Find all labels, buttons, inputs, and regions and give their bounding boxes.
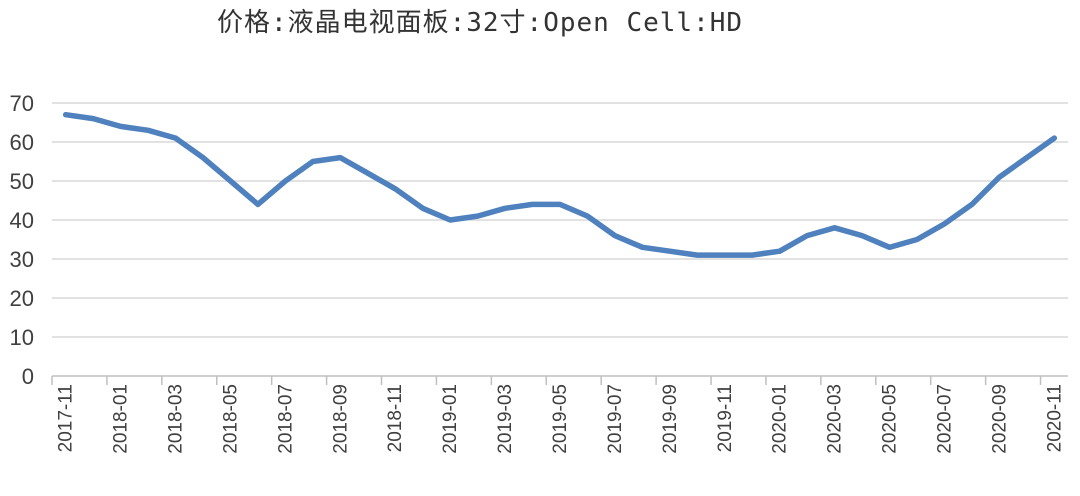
x-tick-label: 2020-11	[1044, 384, 1065, 452]
x-tick-label: 2019-05	[550, 384, 571, 454]
x-tick-label: 2017-11	[56, 384, 77, 452]
series-line	[62, 111, 1058, 258]
x-tick-label: 2020-07	[934, 384, 955, 454]
x-tick-label: 2018-09	[330, 384, 351, 454]
x-tick-label: 2020-03	[825, 384, 846, 454]
x-tick-label: 2018-03	[166, 384, 187, 454]
x-tick-label: 2020-01	[770, 384, 791, 454]
x-axis	[51, 375, 1068, 385]
y-tick-label: 10	[10, 325, 34, 350]
x-tick-label: 2020-09	[989, 384, 1010, 454]
y-tick-label: 20	[10, 286, 34, 311]
x-tick-label: 2019-03	[495, 384, 516, 454]
x-axis-ticks: 2017-11 2018-01 2018-03 2018-05 2018-07 2018-…	[56, 384, 1066, 454]
y-tick-label: 40	[10, 208, 34, 233]
series-layer	[62, 111, 1058, 258]
y-tick-label: 70	[10, 91, 34, 116]
x-tick-label: 2018-11	[385, 384, 406, 452]
x-tick-label: 2019-09	[660, 384, 681, 454]
y-tick-label: 30	[10, 247, 34, 272]
x-tick-label: 2018-07	[275, 384, 296, 454]
x-tick-label: 2019-11	[715, 384, 736, 452]
y-axis-ticks: 0 10 20 30 40 50 60 70	[10, 91, 34, 389]
x-tick-label: 2020-05	[880, 384, 901, 454]
x-tick-label: 2018-01	[111, 384, 132, 454]
grid-lines	[52, 102, 1068, 338]
x-tick-label: 2019-07	[605, 384, 626, 454]
y-tick-label: 50	[10, 169, 34, 194]
y-tick-label: 60	[10, 130, 34, 155]
chart-title: 价格:液晶电视面板:32寸:Open Cell:HD	[216, 8, 744, 38]
x-tick-label: 2019-01	[440, 384, 461, 454]
x-tick-label: 2018-05	[220, 384, 241, 454]
y-tick-label: 0	[22, 364, 34, 389]
